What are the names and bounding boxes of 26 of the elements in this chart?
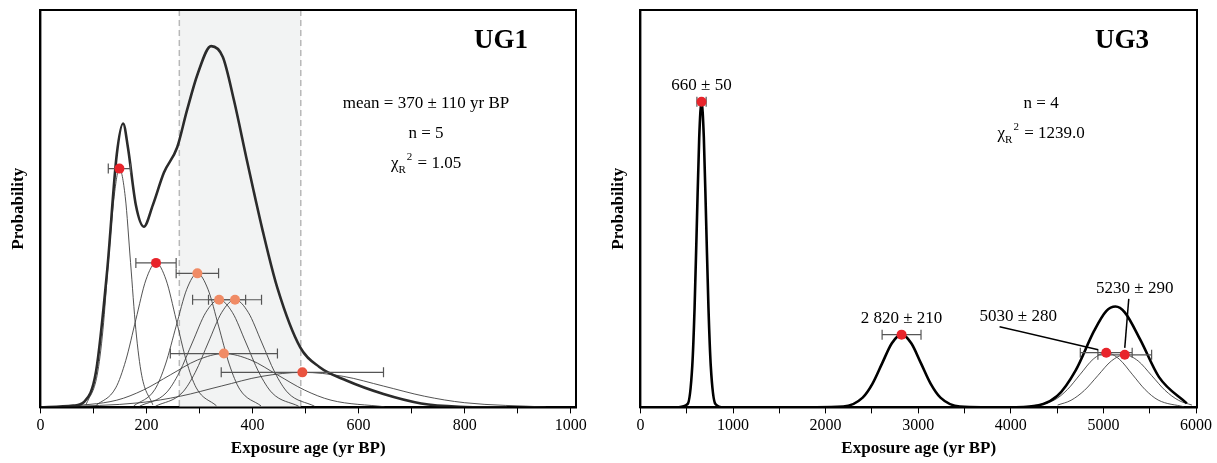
x-tick-label: 2000 (809, 416, 842, 434)
x-tick-label: 600 (346, 416, 371, 434)
x-tick-label: 4000 (994, 416, 1027, 434)
x-tick-label: 5000 (1087, 416, 1120, 434)
x-tick-label: 6000 (1180, 416, 1213, 434)
x-axis-title: Exposure age (yr BP) (230, 438, 386, 458)
x-tick-label: 1000 (554, 416, 587, 434)
y-axis-title: Probability (607, 167, 627, 250)
x-tick-label: 200 (134, 416, 159, 434)
x-axis-title: Exposure age (yr BP) (841, 438, 997, 458)
annotation: 2 820 ± 210 (860, 307, 943, 327)
x-tick-label: 3000 (902, 416, 935, 434)
annotation: n = 5 (408, 123, 444, 142)
annotation: 660 ± 50 (671, 74, 732, 94)
annotation: n = 4 (1023, 93, 1060, 112)
chart-title: UG3 (1095, 24, 1149, 54)
y-axis-title: Probability (7, 167, 27, 250)
annotation: 5030 ± 280 (979, 305, 1057, 325)
annotation: mean = 370 ± 110 yr BP (342, 93, 510, 112)
x-tick-label: 400 (240, 416, 265, 434)
x-tick-label: 0 (636, 416, 645, 434)
chart-title: UG1 (474, 24, 528, 54)
annotation: 5230 ± 290 (1096, 277, 1174, 297)
x-tick-label: 0 (36, 416, 45, 434)
x-tick-label: 1000 (717, 416, 750, 434)
x-tick-label: 800 (452, 416, 477, 434)
